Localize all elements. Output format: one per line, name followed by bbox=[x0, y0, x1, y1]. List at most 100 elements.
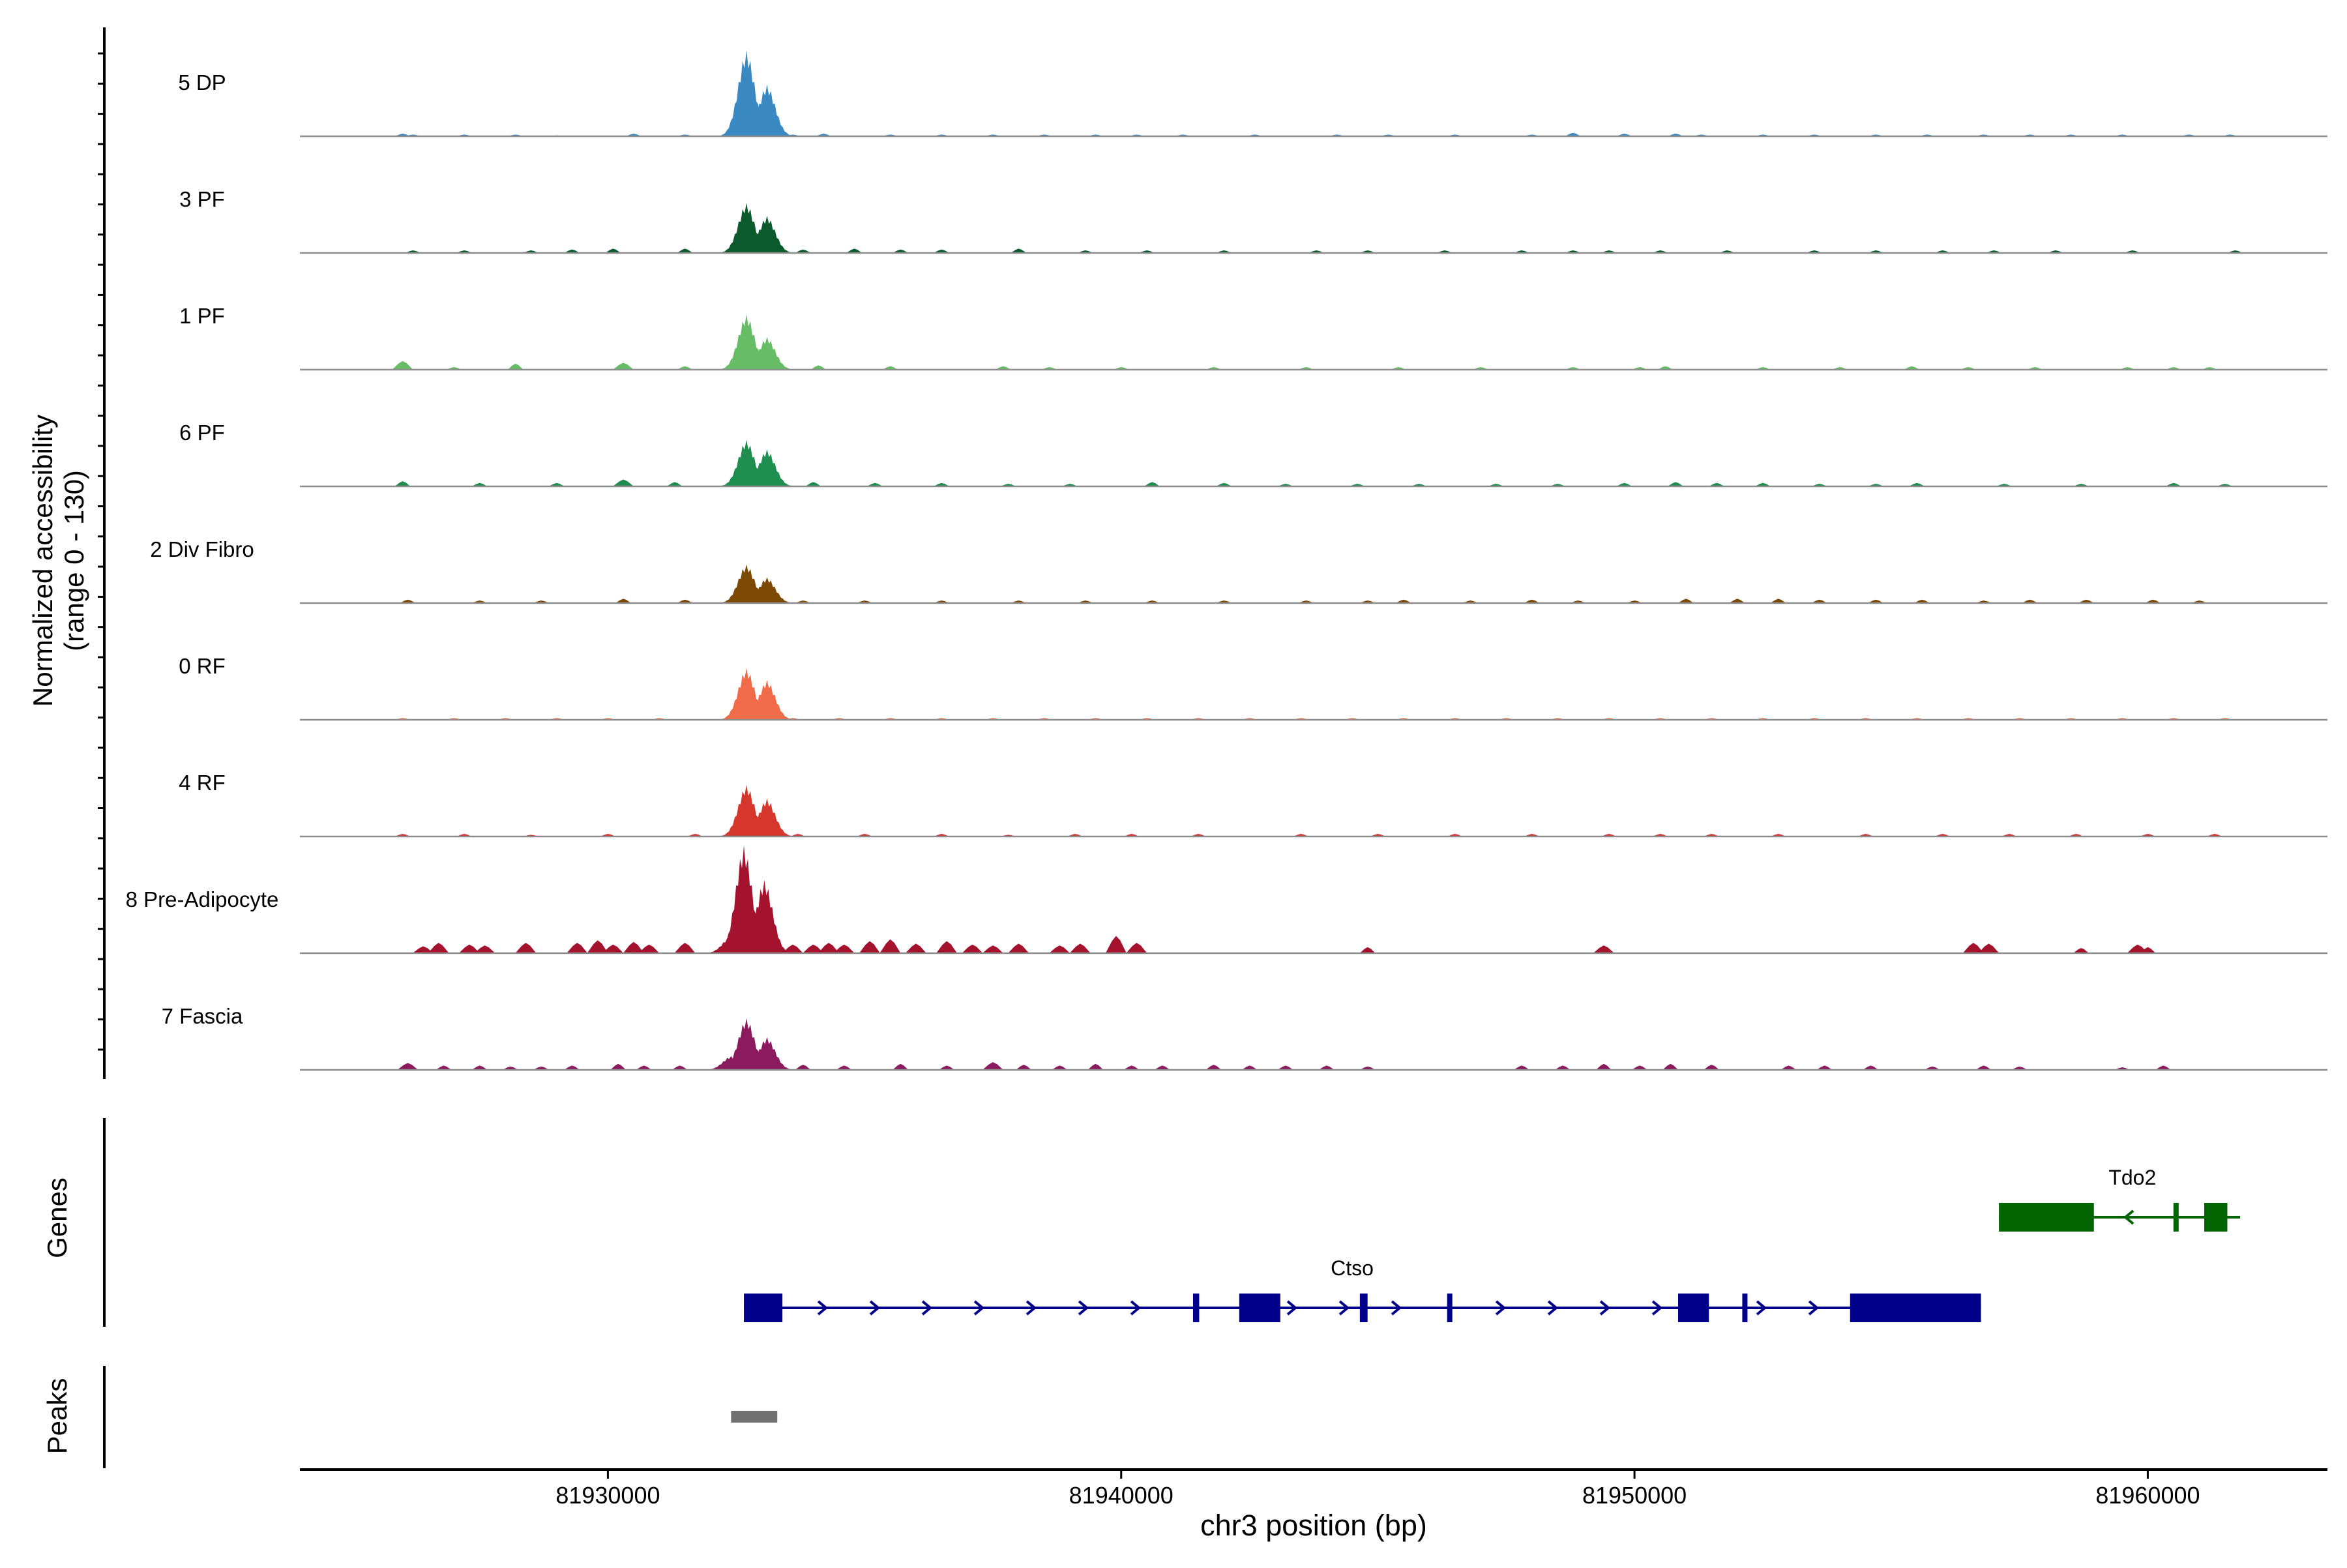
track-signal bbox=[905, 943, 926, 953]
track-signal bbox=[982, 1062, 1003, 1070]
track-signal bbox=[1554, 1065, 1571, 1070]
track-label: 3 PF bbox=[179, 187, 225, 211]
track-signal bbox=[1616, 482, 1632, 486]
track-signal bbox=[428, 943, 449, 953]
track-signal bbox=[605, 248, 621, 253]
track-signal bbox=[458, 944, 480, 953]
track-signal bbox=[1631, 1065, 1647, 1070]
strand-chevron bbox=[1026, 1300, 1037, 1316]
track-signal bbox=[471, 482, 488, 486]
track-signal bbox=[1565, 132, 1581, 136]
track-signal bbox=[1975, 1065, 1992, 1070]
track-signal bbox=[962, 944, 983, 953]
track-signal bbox=[982, 945, 1003, 953]
track-signal bbox=[859, 941, 880, 953]
track-peak bbox=[724, 336, 810, 370]
track-label: 6 PF bbox=[179, 421, 225, 445]
track-signal bbox=[1216, 482, 1232, 486]
track-label: 4 RF bbox=[179, 771, 226, 795]
gene-ctso: Ctso bbox=[744, 1256, 1981, 1322]
track-signal bbox=[587, 940, 608, 953]
track-peak bbox=[688, 936, 775, 953]
track-peak bbox=[724, 84, 810, 136]
x-tick-label: 81940000 bbox=[1069, 1482, 1174, 1509]
track-signal bbox=[1513, 1065, 1529, 1070]
track-peak bbox=[703, 784, 790, 836]
track-signal bbox=[507, 363, 524, 370]
gene-label: Tdo2 bbox=[2108, 1166, 2156, 1189]
track-signal bbox=[1016, 1065, 1032, 1070]
track-signal bbox=[1126, 943, 1147, 953]
track-peak bbox=[703, 50, 790, 136]
strand-chevron bbox=[1651, 1300, 1663, 1316]
track-signal bbox=[533, 1066, 550, 1070]
track-signal bbox=[1359, 947, 1376, 953]
y-axis-title-line2: (range 0 - 130) bbox=[59, 470, 89, 651]
track-signal bbox=[2165, 482, 2181, 486]
track-signal bbox=[1011, 248, 1027, 253]
track-peak bbox=[703, 439, 790, 486]
track-4-rf: 4 RF bbox=[179, 771, 2327, 838]
track-peak bbox=[724, 577, 810, 603]
track-signal bbox=[567, 943, 588, 953]
track-signal bbox=[1704, 1065, 1720, 1070]
strand-chevron bbox=[921, 1300, 933, 1316]
gene-exon bbox=[1447, 1294, 1453, 1322]
track-signal bbox=[1816, 1065, 1833, 1070]
track-signal bbox=[502, 1066, 518, 1070]
track-signal bbox=[1087, 1063, 1104, 1070]
track-signal bbox=[1524, 599, 1540, 603]
track-signal bbox=[818, 943, 839, 953]
track-signal bbox=[936, 941, 958, 953]
track-signal bbox=[613, 362, 634, 370]
track-6-pf: 6 PF bbox=[179, 421, 2327, 488]
track-signal bbox=[435, 1065, 452, 1070]
strand-chevron bbox=[1599, 1300, 1611, 1316]
track-signal bbox=[1924, 1066, 1940, 1070]
track-signal bbox=[2140, 947, 2156, 953]
track-signal bbox=[613, 479, 634, 486]
track-signal bbox=[548, 482, 565, 486]
track-signal bbox=[1729, 599, 1745, 603]
strand-chevron bbox=[869, 1300, 881, 1316]
track-signal bbox=[1144, 482, 1160, 486]
track-signal bbox=[1052, 1065, 1068, 1070]
track-signal bbox=[879, 939, 901, 953]
track-peak bbox=[703, 203, 790, 253]
gene-exon bbox=[1742, 1294, 1748, 1322]
track-peak bbox=[703, 564, 790, 603]
track-signal bbox=[2022, 599, 2038, 603]
track-signal bbox=[515, 943, 537, 953]
track-signal bbox=[564, 249, 580, 253]
track-signal bbox=[1154, 1065, 1170, 1070]
track-signal bbox=[934, 249, 950, 253]
track-signal bbox=[666, 482, 683, 486]
track-signal bbox=[1978, 943, 2000, 953]
track-signal bbox=[1241, 1065, 1258, 1070]
track-signal bbox=[412, 946, 434, 953]
track-signal bbox=[638, 944, 660, 953]
track-7-fascia: 7 Fascia bbox=[162, 1004, 2327, 1071]
track-signal bbox=[1105, 936, 1127, 953]
track-signal bbox=[1863, 1065, 1879, 1070]
strand-chevron bbox=[973, 1300, 985, 1316]
track-peak bbox=[724, 798, 810, 836]
track-signal bbox=[882, 366, 898, 370]
track-signal bbox=[1008, 943, 1029, 953]
gene-tdo2: Tdo2 bbox=[1999, 1166, 2241, 1232]
strand-chevron bbox=[817, 1300, 829, 1316]
track-signal bbox=[1205, 1065, 1222, 1070]
track-peak bbox=[721, 880, 808, 953]
x-tick-label: 81950000 bbox=[1582, 1482, 1687, 1509]
track-signal bbox=[474, 945, 495, 953]
track-signal bbox=[1657, 366, 1674, 370]
gene-exon bbox=[1678, 1294, 1709, 1322]
track-signal bbox=[1811, 599, 1827, 603]
track-signal bbox=[795, 249, 811, 253]
strand-chevron bbox=[1808, 1300, 1820, 1316]
track-signal bbox=[1677, 599, 1694, 603]
track-signal bbox=[392, 361, 413, 370]
track-0-rf: 0 RF bbox=[179, 654, 2327, 721]
track-signal bbox=[1754, 482, 1771, 486]
